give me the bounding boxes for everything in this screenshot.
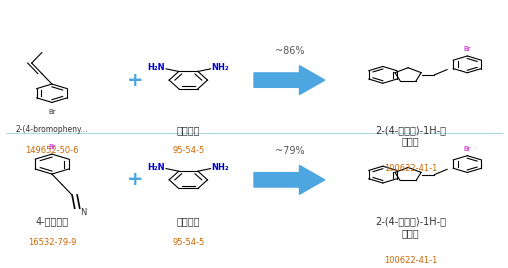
Polygon shape <box>254 165 325 194</box>
Text: Br: Br <box>48 144 56 150</box>
Text: 4-溴苯乙腈: 4-溴苯乙腈 <box>36 217 69 226</box>
Text: 2-(4-bromopheny...: 2-(4-bromopheny... <box>16 125 88 134</box>
Text: +: + <box>127 70 144 90</box>
Text: 16532-79-9: 16532-79-9 <box>28 237 76 247</box>
Text: ~86%: ~86% <box>275 46 304 57</box>
Text: Br: Br <box>48 109 56 115</box>
Text: 100622-41-1: 100622-41-1 <box>384 164 437 173</box>
Text: H₂N: H₂N <box>147 163 165 172</box>
Text: Br: Br <box>463 46 471 52</box>
Text: NH₂: NH₂ <box>211 163 229 172</box>
Text: 邻苯二胺: 邻苯二胺 <box>177 217 200 226</box>
Text: NH₂: NH₂ <box>211 63 229 72</box>
Text: 95-54-5: 95-54-5 <box>172 146 204 155</box>
Text: 149652-50-6: 149652-50-6 <box>25 146 79 155</box>
Text: 2-(4-溴苄基)-1H-苯
并咪唑: 2-(4-溴苄基)-1H-苯 并咪唑 <box>375 125 446 146</box>
Text: 95-54-5: 95-54-5 <box>172 237 204 247</box>
Text: +: + <box>127 170 144 189</box>
Text: ~79%: ~79% <box>274 146 304 156</box>
Text: N: N <box>80 208 86 217</box>
Text: Br: Br <box>463 146 471 152</box>
Text: 100622-41-1: 100622-41-1 <box>384 256 437 265</box>
Polygon shape <box>254 66 325 95</box>
Text: H₂N: H₂N <box>147 63 165 72</box>
Text: 2-(4-溴苄基)-1H-苯
并咪唑: 2-(4-溴苄基)-1H-苯 并咪唑 <box>375 217 446 238</box>
Text: 邻苯二胺: 邻苯二胺 <box>177 125 200 135</box>
